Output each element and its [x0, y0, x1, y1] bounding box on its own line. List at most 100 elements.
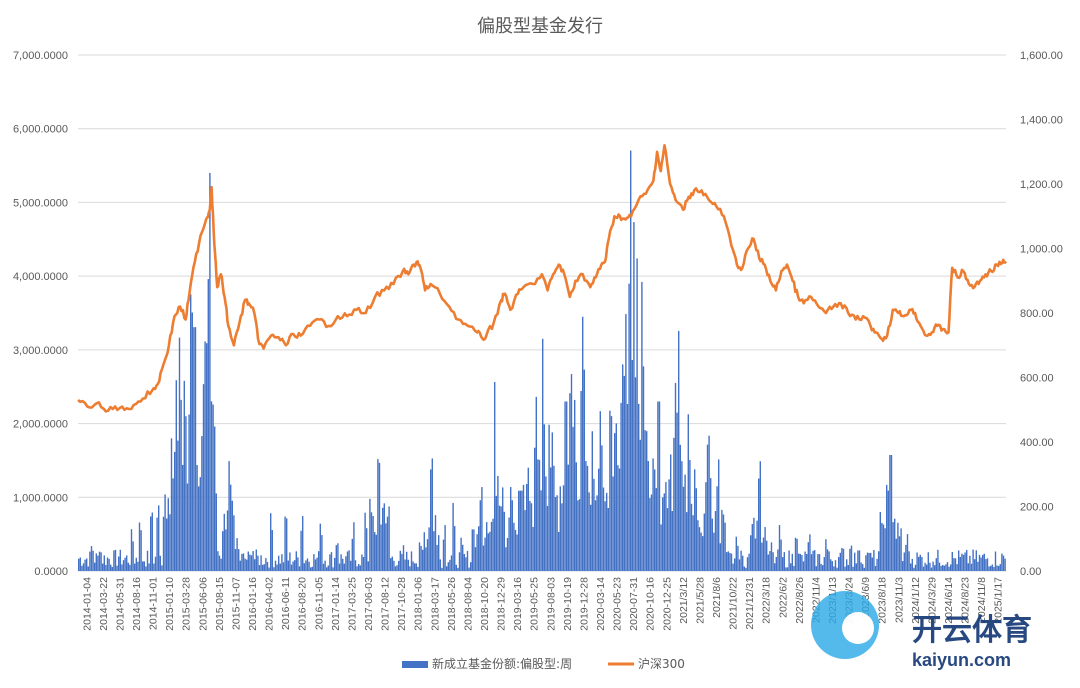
- bar: [980, 557, 982, 571]
- bar: [82, 563, 85, 571]
- bar: [522, 484, 525, 571]
- x-tick-label: 2017-06-03: [363, 577, 375, 631]
- bar: [516, 534, 518, 571]
- bar: [991, 564, 993, 571]
- bar: [417, 566, 419, 571]
- y-left-tick-label: 4,000.0000: [13, 271, 68, 283]
- bar: [929, 562, 931, 571]
- x-tick-label: 2023/8/18: [877, 577, 889, 624]
- bar: [476, 534, 478, 571]
- bar: [786, 567, 789, 571]
- bar: [498, 505, 501, 571]
- bar: [1001, 553, 1003, 571]
- bar: [462, 544, 464, 571]
- bar: [569, 393, 571, 571]
- legend-line-label: 沪深300: [638, 657, 685, 671]
- bar: [538, 459, 541, 571]
- bar: [492, 518, 494, 571]
- bar: [756, 520, 758, 571]
- bar: [694, 469, 696, 571]
- bar: [730, 553, 733, 571]
- bar: [884, 528, 886, 571]
- bar: [527, 467, 529, 571]
- bar: [401, 553, 403, 571]
- bar: [105, 564, 107, 571]
- bar: [687, 414, 689, 571]
- bar: [454, 526, 456, 571]
- bar: [582, 316, 584, 571]
- bar: [844, 566, 846, 571]
- bar: [770, 542, 773, 571]
- bar: [90, 546, 93, 571]
- bar: [734, 558, 736, 571]
- bar: [354, 560, 357, 571]
- bar: [202, 384, 205, 571]
- bar: [250, 555, 253, 571]
- bar: [982, 554, 984, 571]
- bar: [604, 501, 606, 571]
- bar: [338, 563, 341, 571]
- bar: [102, 563, 104, 571]
- bar: [780, 539, 782, 571]
- x-tick-label: 2018-12-29: [496, 577, 508, 631]
- bar: [878, 551, 880, 571]
- bar: [415, 563, 417, 571]
- bar: [249, 554, 251, 571]
- bar: [801, 554, 803, 571]
- bar: [302, 516, 304, 571]
- bar: [782, 557, 784, 571]
- y-axis-right: 0.00 200.00 400.00 600.00 800.00 1,000.00 1,20…: [1020, 50, 1063, 578]
- x-tick-label: 2016-01-16: [247, 577, 259, 631]
- bar: [495, 495, 497, 571]
- bar: [890, 455, 893, 571]
- bar: [410, 551, 413, 571]
- x-tick-label: 2014-05-31: [114, 577, 126, 631]
- bar: [265, 558, 267, 571]
- bar: [113, 550, 115, 571]
- bar: [274, 560, 277, 571]
- bar: [106, 557, 109, 571]
- bar: [953, 558, 955, 571]
- bar: [602, 487, 605, 571]
- y-left-tick-label: 6,000.0000: [13, 124, 68, 136]
- bar: [892, 522, 894, 571]
- bar: [633, 222, 635, 571]
- bar: [566, 401, 568, 571]
- bar: [644, 430, 646, 571]
- bar: [490, 521, 493, 571]
- bar: [674, 382, 677, 571]
- bar: [895, 538, 897, 571]
- bar: [540, 490, 542, 571]
- bar: [830, 559, 832, 571]
- bar: [380, 524, 382, 571]
- bar: [191, 312, 193, 571]
- bar: [150, 516, 152, 571]
- bar-series: [78, 150, 1006, 572]
- bar: [175, 380, 177, 571]
- bar: [244, 558, 246, 571]
- bar: [975, 550, 977, 571]
- bar: [348, 550, 350, 571]
- x-tick-label: 2014-08-16: [131, 577, 143, 631]
- bar: [700, 532, 702, 571]
- bar: [361, 554, 363, 571]
- bar: [897, 522, 899, 571]
- bar: [154, 556, 157, 571]
- x-tick-label: 2018-01-06: [413, 577, 425, 631]
- bar: [231, 500, 233, 571]
- bar: [702, 536, 704, 571]
- bar: [201, 436, 203, 571]
- bar: [356, 566, 358, 571]
- bar: [790, 563, 792, 571]
- watermark-text: 开云体育: [912, 613, 1032, 648]
- bar: [218, 555, 221, 571]
- bar: [337, 543, 339, 571]
- bar: [345, 556, 347, 571]
- bar: [214, 426, 216, 571]
- bar: [622, 364, 624, 571]
- bar: [682, 486, 685, 571]
- bar: [810, 554, 813, 571]
- bar: [382, 507, 384, 571]
- x-tick-label: 2017-10-28: [396, 577, 408, 631]
- bar: [950, 564, 952, 571]
